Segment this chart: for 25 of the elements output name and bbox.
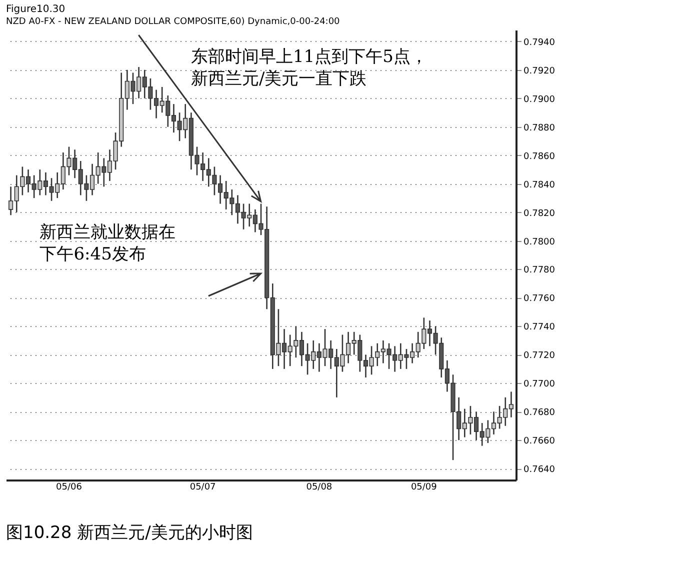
x-tick-label: 05/08 xyxy=(306,482,332,492)
y-tick-label: 0.7660 xyxy=(524,436,556,447)
y-tick-label: 0.7760 xyxy=(524,294,556,304)
x-tick-label: 05/07 xyxy=(190,482,216,492)
y-tick-label: 0.7940 xyxy=(524,38,556,48)
y-tick-label: 0.7900 xyxy=(524,94,556,105)
y-tick-label: 0.7800 xyxy=(524,237,556,248)
chart-subtitle: NZD A0-FX - NEW ZEALAND DOLLAR COMPOSITE,60) Dynamic,0-00-24:00 xyxy=(6,17,340,27)
caption: 图10.28 新西兰元/美元的小时图 xyxy=(5,522,254,544)
y-tick-label: 0.7840 xyxy=(524,180,556,190)
y-tick-label: 0.7640 xyxy=(524,465,556,476)
y-tick-label: 0.7920 xyxy=(524,66,556,76)
y-tick-label: 0.7680 xyxy=(524,408,556,418)
y-tick-label: 0.7880 xyxy=(524,123,556,134)
y-tick-label: 0.7720 xyxy=(524,351,556,362)
y-tick-label: 0.7740 xyxy=(524,322,556,333)
y-tick-label: 0.7700 xyxy=(524,380,556,390)
y-tick-label: 0.7820 xyxy=(524,208,556,219)
annotation: 新西兰就业数据在下午6:45发布 xyxy=(40,222,176,264)
x-tick-label: 05/06 xyxy=(56,482,82,492)
chart-title: Figure10.30 xyxy=(6,4,66,15)
annotation: 东部时间早上11点到下午5点，新西兰元/美元一直下跌 xyxy=(190,47,428,89)
y-tick-label: 0.7780 xyxy=(524,266,556,276)
y-tick-label: 0.7860 xyxy=(524,152,556,162)
x-tick-label: 05/09 xyxy=(410,482,438,492)
